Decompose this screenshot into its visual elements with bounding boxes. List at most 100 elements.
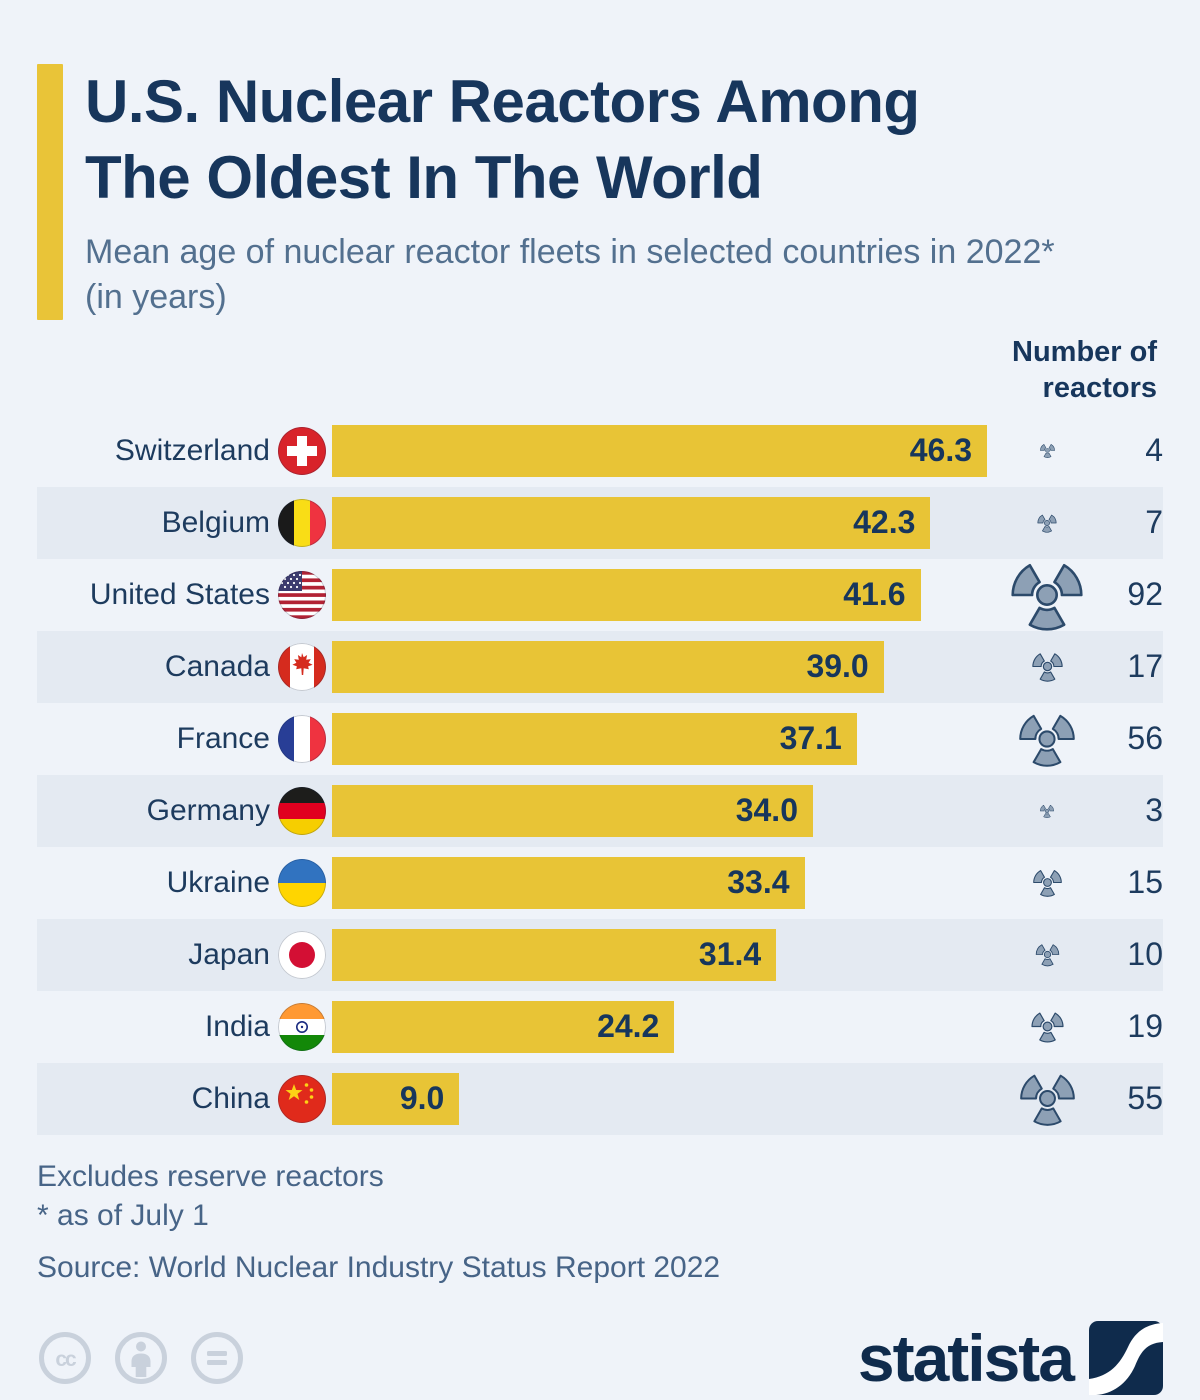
statista-logo: statista <box>857 1321 1163 1396</box>
reactor-icon-cell <box>987 554 1107 636</box>
bar-value-label: 42.3 <box>853 504 916 541</box>
table-row: India 24.2 19 <box>37 991 1163 1063</box>
reactor-icon-cell <box>987 512 1107 534</box>
radiation-icon <box>1019 1074 1075 1126</box>
reactor-icon-cell <box>987 707 1107 771</box>
age-bar: 39.0 <box>332 640 884 693</box>
svg-text:cc: cc <box>55 1348 77 1371</box>
china-flag-icon <box>278 1074 326 1123</box>
age-bar: 9.0 <box>332 1072 460 1125</box>
reactor-count: 55 <box>1127 1080 1163 1117</box>
page-title-line1: U.S. Nuclear Reactors Among <box>85 68 920 135</box>
country-label: Japan <box>188 937 270 971</box>
germany-flag-icon <box>278 786 326 835</box>
table-row: Belgium 42.3 7 <box>37 486 1163 559</box>
bar-area: 24.2 <box>332 1000 987 1053</box>
reactor-count: 19 <box>1127 1008 1163 1045</box>
radiation-icon <box>1030 1012 1064 1043</box>
reactor-count: 4 <box>1145 432 1163 469</box>
bar-value-label: 24.2 <box>597 1008 660 1045</box>
source-line: Source: World Nuclear Industry Status Re… <box>37 1250 721 1284</box>
age-bar: 41.6 <box>332 568 921 621</box>
reactor-count: 56 <box>1127 720 1163 757</box>
country-label: Belgium <box>161 505 270 539</box>
radiation-icon <box>1035 944 1059 967</box>
bar-value-label: 9.0 <box>399 1080 445 1117</box>
bar-area: 31.4 <box>332 928 987 981</box>
canada-flag-icon <box>278 642 326 691</box>
bar-area: 37.1 <box>332 712 987 765</box>
age-bar: 37.1 <box>332 712 857 765</box>
country-label: Switzerland <box>114 433 270 467</box>
table-row: Germany 34.0 3 <box>37 774 1163 847</box>
reactor-icon-cell <box>987 1067 1107 1130</box>
cc-equals-icon <box>191 1332 243 1385</box>
bar-area: 9.0 <box>332 1072 987 1125</box>
age-bar: 33.4 <box>332 856 805 909</box>
cc-attribution-person-icon <box>115 1332 167 1385</box>
bar-value-label: 39.0 <box>806 648 869 685</box>
reactor-icon-cell <box>987 649 1107 684</box>
age-bar: 46.3 <box>332 424 987 477</box>
radiation-icon <box>1039 444 1055 459</box>
table-row: United States 41.6 92 <box>37 559 1163 631</box>
radiation-icon <box>1040 804 1054 818</box>
table-row: Canada 39.0 17 <box>37 630 1163 703</box>
country-label: Canada <box>164 649 270 683</box>
age-bar: 31.4 <box>332 928 777 981</box>
reactor-icon-cell <box>987 442 1107 459</box>
reactor-count: 7 <box>1145 504 1163 541</box>
table-row: Switzerland 46.3 4 <box>37 415 1163 487</box>
bar-value-label: 37.1 <box>779 720 842 757</box>
reactor-count-column-header: Number of reactors <box>1012 336 1157 405</box>
title-accent-bar <box>37 64 63 321</box>
country-label: India <box>204 1009 270 1043</box>
country-label: France <box>176 721 270 755</box>
bar-area: 46.3 <box>332 424 987 477</box>
country-label: Germany <box>146 793 270 827</box>
country-label: Ukraine <box>166 865 270 899</box>
footnotes: Excludes reserve reactors * as of July 1… <box>37 1157 1163 1288</box>
bar-value-label: 41.6 <box>843 576 906 613</box>
radiation-icon <box>1011 563 1083 631</box>
bar-value-label: 34.0 <box>735 792 798 829</box>
country-label: United States <box>89 577 270 611</box>
radiation-icon <box>1031 653 1063 682</box>
bar-area: 42.3 <box>332 496 987 549</box>
bottom-bar: cc statista <box>37 1321 1163 1396</box>
reactor-icon-cell <box>987 803 1107 819</box>
footnote-asof: * as of July 1 <box>37 1199 209 1233</box>
japan-flag-icon <box>278 930 326 979</box>
belgium-flag-icon <box>278 498 326 547</box>
age-bar: 24.2 <box>332 1000 675 1053</box>
statista-wordmark: statista <box>857 1321 1075 1396</box>
switzerland-flag-icon <box>278 426 326 475</box>
reactor-count: 3 <box>1145 792 1163 829</box>
bar-value-label: 33.4 <box>727 864 790 901</box>
radiation-icon <box>1037 514 1057 533</box>
ukraine-flag-icon <box>278 858 326 907</box>
france-flag-icon <box>278 714 326 763</box>
title-block: U.S. Nuclear Reactors Among The Oldest I… <box>37 64 1163 321</box>
united-states-flag-icon <box>278 570 326 619</box>
india-flag-icon <box>278 1002 326 1051</box>
table-row: China 9.0 55 <box>37 1062 1163 1135</box>
footnote-excludes: Excludes reserve reactors <box>37 1159 384 1193</box>
title-texts: U.S. Nuclear Reactors Among The Oldest I… <box>85 64 1095 320</box>
bar-area: 41.6 <box>332 568 987 621</box>
reactor-count: 92 <box>1127 576 1163 613</box>
bar-value-label: 31.4 <box>698 936 762 973</box>
age-bar: 34.0 <box>332 784 813 837</box>
bar-area: 34.0 <box>332 784 987 837</box>
bar-area: 39.0 <box>332 640 987 693</box>
reactor-count: 17 <box>1127 648 1163 685</box>
table-row: Japan 31.4 10 <box>37 918 1163 991</box>
reactor-count: 15 <box>1127 864 1163 901</box>
reactor-count: 10 <box>1127 936 1163 973</box>
chart-rows: Switzerland 46.3 4 Belgium 42.3 7 United… <box>37 415 1163 1135</box>
reactor-icon-cell <box>987 941 1107 968</box>
page-subtitle: Mean age of nuclear reactor fleets in se… <box>85 233 1055 317</box>
cc-icon: cc <box>39 1332 91 1385</box>
cc-license-icons: cc <box>37 1330 245 1386</box>
